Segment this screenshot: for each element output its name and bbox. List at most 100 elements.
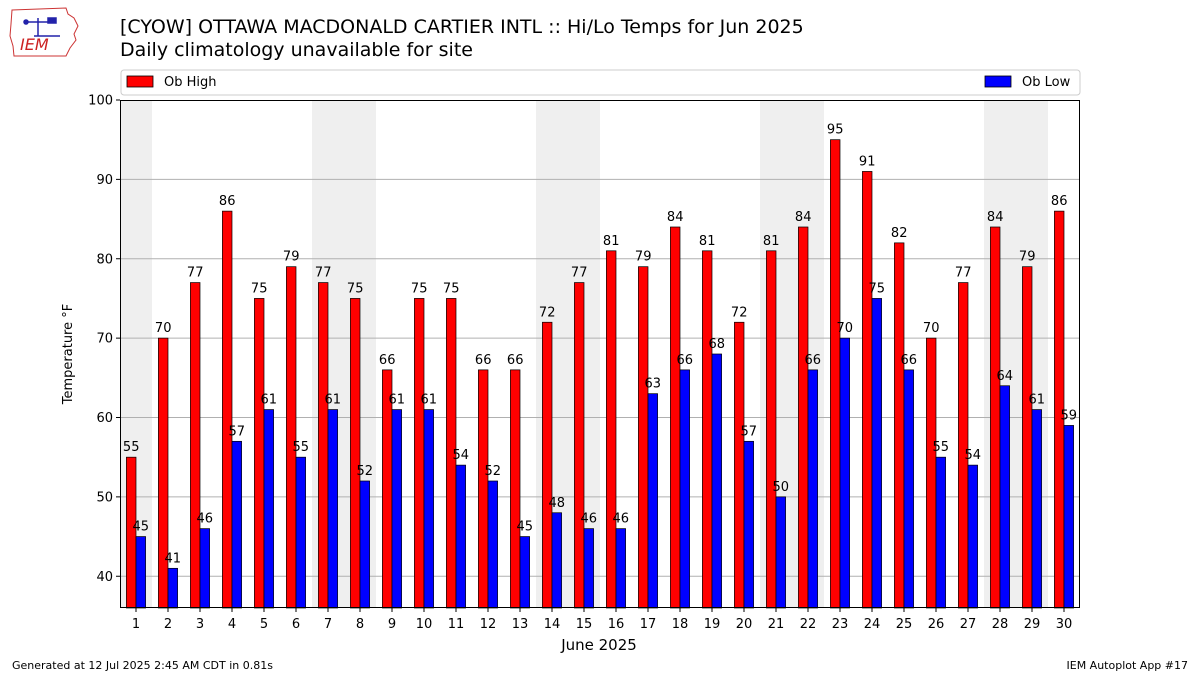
low-temp-label: 55	[933, 440, 950, 455]
low-temp-label: 52	[485, 464, 502, 479]
low-temp-bar	[743, 440, 754, 609]
high-temp-bar	[222, 210, 233, 609]
high-temp-label: 86	[1051, 194, 1068, 209]
low-temp-bar	[679, 369, 690, 609]
plot-frame	[120, 100, 1080, 608]
high-temp-label: 95	[827, 123, 844, 138]
high-temp-bar	[414, 298, 425, 609]
x-tick-label: 4	[228, 617, 236, 632]
high-temp-bar	[510, 369, 521, 609]
high-temp-label: 86	[219, 194, 236, 209]
high-temp-label: 70	[923, 321, 940, 336]
high-temp-bar	[606, 250, 617, 609]
x-tick-label: 18	[672, 617, 689, 632]
low-temp-label: 75	[869, 281, 886, 296]
high-temp-label: 91	[859, 154, 876, 169]
high-temp-label: 55	[123, 440, 140, 455]
low-temp-label: 46	[197, 512, 214, 527]
high-temp-label: 82	[891, 226, 908, 241]
legend-box	[120, 69, 1081, 96]
chart-subtitle: Daily climatology unavailable for site	[120, 39, 473, 61]
low-temp-label: 66	[901, 353, 918, 368]
high-temp-label: 72	[539, 305, 556, 320]
x-tick-label: 14	[544, 617, 561, 632]
x-tick-label: 12	[480, 617, 497, 632]
low-temp-label: 59	[1061, 408, 1078, 423]
high-temp-bar	[574, 282, 585, 609]
low-temp-bar	[263, 409, 274, 609]
high-temp-label: 77	[315, 266, 332, 281]
y-tick-label: 100	[88, 94, 113, 109]
high-temp-bar	[158, 337, 169, 609]
high-temp-bar	[798, 226, 809, 609]
low-temp-bar	[615, 528, 626, 609]
low-temp-label: 46	[581, 512, 598, 527]
high-temp-label: 75	[411, 281, 428, 296]
chart-title: [CYOW] OTTAWA MACDONALD CARTIER INTL :: …	[120, 16, 804, 38]
low-temp-label: 52	[357, 464, 374, 479]
low-temp-label: 57	[741, 424, 758, 439]
high-temp-label: 66	[379, 353, 396, 368]
low-temp-label: 66	[805, 353, 822, 368]
low-temp-bar	[647, 393, 658, 609]
high-temp-bar	[990, 226, 1001, 609]
low-temp-bar	[1063, 425, 1074, 609]
high-temp-bar	[638, 266, 649, 609]
low-temp-bar	[359, 480, 370, 609]
low-temp-label: 61	[261, 393, 278, 408]
x-tick-label: 29	[1024, 617, 1041, 632]
grid-lines	[120, 178, 1080, 577]
high-temp-label: 77	[571, 266, 588, 281]
low-temp-bar	[327, 409, 338, 609]
high-temp-bar	[894, 242, 905, 609]
y-tick-label: 80	[96, 252, 113, 267]
high-temp-label: 81	[699, 234, 716, 249]
x-tick-label: 6	[292, 617, 300, 632]
data-labels: 55 45 70 41 77 46 86 57 75 61 79 55 77 61 75 52 66 61 75 61…	[123, 123, 1077, 567]
x-tick-label: 19	[704, 617, 721, 632]
x-tick-label: 9	[388, 617, 396, 632]
high-temp-label: 81	[603, 234, 620, 249]
low-temp-bar	[199, 528, 210, 609]
high-temp-bar	[350, 298, 361, 609]
y-tick-label: 50	[96, 490, 113, 505]
high-temp-bar	[478, 369, 489, 609]
low-temp-label: 54	[453, 448, 470, 463]
x-tick-label: 2	[164, 617, 172, 632]
low-temp-label: 66	[677, 353, 694, 368]
bars	[126, 139, 1074, 609]
low-temp-bar	[231, 440, 242, 609]
high-temp-bar	[830, 139, 841, 609]
high-temp-label: 72	[731, 305, 748, 320]
low-temp-bar	[135, 536, 146, 609]
low-temp-bar	[487, 480, 498, 609]
x-tick-label: 23	[832, 617, 849, 632]
x-tick-label: 1	[132, 617, 140, 632]
low-temp-label: 64	[997, 369, 1014, 384]
x-tick-label: 8	[356, 617, 364, 632]
footer-generated: Generated at 12 Jul 2025 2:45 AM CDT in …	[12, 659, 273, 672]
y-tick-label: 60	[96, 411, 113, 426]
logo-text: IEM	[20, 35, 49, 54]
x-tick-label: 20	[736, 617, 753, 632]
x-tick-label: 3	[196, 617, 204, 632]
x-tick-label: 7	[324, 617, 332, 632]
x-tick-label: 15	[576, 617, 593, 632]
high-temp-bar	[766, 250, 777, 609]
high-temp-label: 77	[187, 266, 204, 281]
high-temp-label: 66	[475, 353, 492, 368]
low-temp-label: 54	[965, 448, 982, 463]
x-tick-label: 21	[768, 617, 785, 632]
y-tick-label: 40	[96, 570, 113, 585]
high-temp-label: 79	[635, 250, 652, 265]
low-temp-bar	[967, 464, 978, 609]
high-temp-bar	[318, 282, 329, 609]
high-temp-bar	[926, 337, 937, 609]
high-temp-label: 75	[347, 281, 364, 296]
x-tick-label: 11	[448, 617, 465, 632]
x-tick-label: 25	[896, 617, 913, 632]
x-tick-label: 27	[960, 617, 977, 632]
legend-swatch-low	[984, 75, 1012, 88]
low-temp-label: 55	[293, 440, 310, 455]
x-tick-label: 24	[864, 617, 881, 632]
